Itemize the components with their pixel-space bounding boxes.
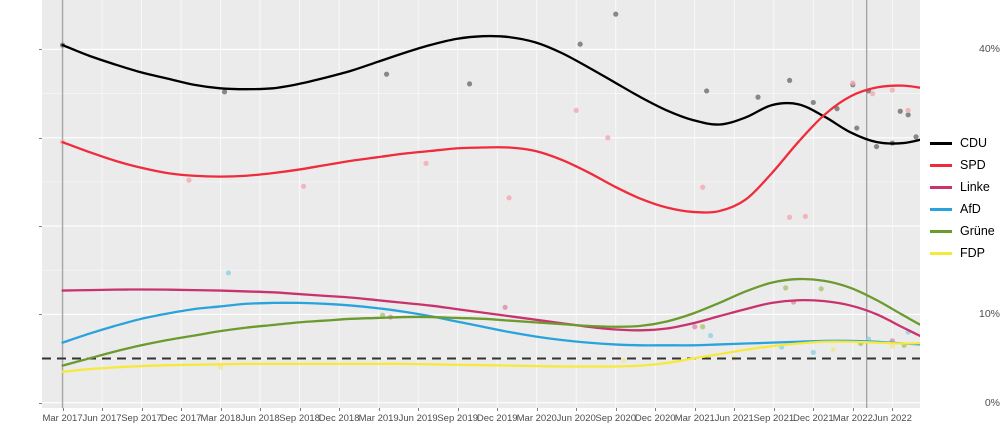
x-tick-label: Mar 2022 — [832, 413, 873, 424]
x-tick-mark — [102, 408, 104, 411]
legend-line-icon — [930, 163, 952, 167]
x-tick-mark — [141, 408, 143, 411]
x-tick-mark — [220, 408, 222, 411]
x-tick-mark — [497, 408, 499, 411]
x-tick-mark — [299, 408, 301, 411]
y-tick-label: 0% — [984, 396, 1000, 409]
x-tick-label: Mar 2020 — [516, 413, 557, 424]
x-tick-label: Dec 2021 — [792, 413, 834, 424]
x-tick-mark — [694, 408, 696, 411]
legend-label: Grüne — [960, 223, 995, 238]
x-tick-label: Sep 2017 — [121, 413, 162, 424]
x-tick-mark — [813, 408, 815, 411]
x-tick-label: Mar 2017 — [42, 413, 83, 424]
x-tick-label: Jun 2017 — [82, 413, 122, 424]
legend-item-afd[interactable]: AfD — [928, 198, 1000, 220]
x-tick-label: Sep 2021 — [753, 413, 795, 424]
x-tick-mark — [457, 408, 459, 411]
legend-line-icon — [930, 229, 952, 233]
legend-label: Linke — [960, 179, 990, 194]
legend-color-swatch — [928, 198, 954, 220]
legend-color-swatch — [928, 154, 954, 176]
legend-label: CDU — [960, 135, 988, 150]
y-tick-label: 40% — [978, 43, 1000, 56]
x-tick-label: Mar 2019 — [358, 413, 399, 424]
x-tick-label: Jun 2021 — [714, 413, 754, 424]
x-tick-label: Jun 2020 — [556, 413, 596, 424]
plot-panel — [42, 0, 920, 408]
x-tick-label: Sep 2020 — [595, 413, 637, 424]
legend-color-swatch — [928, 132, 954, 154]
y-tick-mark — [39, 226, 42, 228]
x-tick-label: Dec 2020 — [634, 413, 676, 424]
x-tick-mark — [378, 408, 380, 411]
x-tick-mark — [655, 408, 657, 411]
legend-line-icon — [930, 207, 952, 211]
legend-line-icon — [930, 251, 952, 255]
x-tick-mark — [62, 408, 64, 411]
legend-color-swatch — [928, 220, 954, 242]
legend-item-linke[interactable]: Linke — [928, 176, 1000, 198]
legend-item-cdu[interactable]: CDU — [928, 132, 1000, 154]
legend: CDU SPD Linke AfD Grüne FDP — [928, 132, 1000, 264]
x-tick-label: Dec 2017 — [160, 413, 202, 424]
grid-major — [42, 0, 920, 408]
x-tick-label: Jun 2018 — [240, 413, 280, 424]
series-layer — [61, 34, 920, 373]
x-tick-label: Jun 2019 — [398, 413, 438, 424]
plot-svg — [42, 0, 920, 408]
x-tick-mark — [773, 408, 775, 411]
y-tick-mark — [39, 314, 42, 316]
legend-item-fdp[interactable]: FDP — [928, 242, 1000, 264]
legend-label: AfD — [960, 201, 981, 216]
event-lines — [61, 0, 868, 408]
y-tick-mark — [39, 137, 42, 139]
legend-label: FDP — [960, 245, 985, 260]
x-tick-mark — [418, 408, 420, 411]
x-tick-label: Dec 2019 — [476, 413, 518, 424]
legend-label: SPD — [960, 157, 986, 172]
legend-color-swatch — [928, 242, 954, 264]
y-tick-mark — [39, 402, 42, 404]
scatter-layer — [59, 11, 919, 370]
x-tick-mark — [339, 408, 341, 411]
y-tick-mark — [39, 49, 42, 51]
x-tick-mark — [181, 408, 183, 411]
x-tick-mark — [892, 408, 894, 411]
x-tick-mark — [852, 408, 854, 411]
x-tick-mark — [536, 408, 538, 411]
legend-color-swatch — [928, 176, 954, 198]
legend-item-grüne[interactable]: Grüne — [928, 220, 1000, 242]
y-tick-label: 10% — [978, 308, 1000, 321]
x-tick-label: Mar 2018 — [200, 413, 241, 424]
x-tick-mark — [615, 408, 617, 411]
x-tick-mark — [576, 408, 578, 411]
x-tick-label: Mar 2021 — [674, 413, 715, 424]
x-tick-mark — [734, 408, 736, 411]
x-tick-label: Sep 2019 — [437, 413, 479, 424]
x-axis: Mar 2017 Jun 2017 Sep 2017 Dec 2017 Mar 2018… — [42, 408, 920, 444]
x-tick-mark — [260, 408, 262, 411]
legend-line-icon — [930, 185, 952, 189]
x-tick-label: Jun 2022 — [872, 413, 912, 424]
x-tick-label: Dec 2018 — [318, 413, 360, 424]
legend-line-icon — [930, 141, 952, 145]
x-tick-label: Sep 2018 — [279, 413, 320, 424]
legend-item-spd[interactable]: SPD — [928, 154, 1000, 176]
